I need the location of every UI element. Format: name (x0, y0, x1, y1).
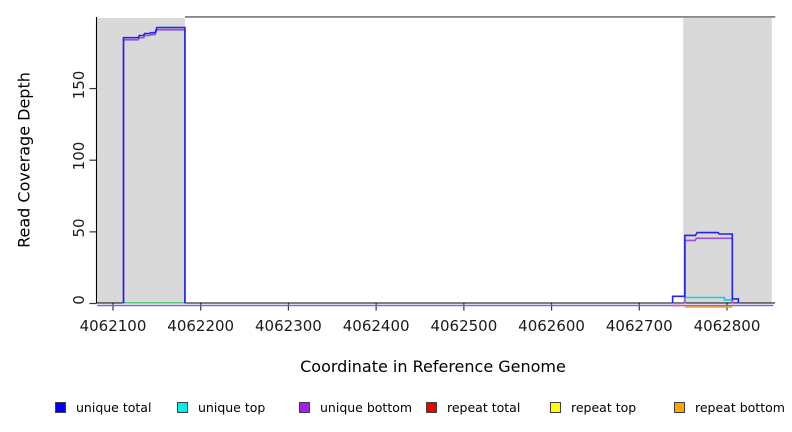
x-tick-label: 4062600 (518, 317, 585, 335)
legend-label: unique total (76, 400, 152, 415)
y-tick-label: 100 (70, 141, 88, 171)
series-unique-total-left-block (122, 26, 186, 304)
legend-label: repeat top (571, 400, 637, 415)
left-highlight-region (97, 18, 185, 304)
y-tick-label: 0 (70, 294, 88, 305)
y-axis-label: Read Coverage Depth (14, 72, 34, 248)
legend-label: repeat total (447, 400, 521, 415)
series-unique-total-right-block (671, 231, 740, 304)
legend-swatch-repeat-top (550, 402, 561, 413)
x-axis-label: Coordinate in Reference Genome (300, 357, 566, 376)
x-tick-label: 4062100 (79, 317, 147, 335)
legend-label: repeat bottom (695, 400, 785, 415)
x-tick-label: 4062800 (693, 317, 761, 335)
legend-swatch-repeat-bottom (674, 402, 685, 413)
right-highlight-region (683, 18, 772, 304)
legend-swatch-unique-top (177, 402, 188, 413)
legend-swatch-repeat-total (426, 402, 437, 413)
y-tick-label: 150 (70, 70, 88, 99)
legend-label: unique top (198, 400, 266, 415)
legend: unique total unique top unique bottom repea… (0, 398, 792, 422)
y-tick-label: 50 (70, 218, 88, 238)
legend-label: unique bottom (320, 400, 413, 415)
x-tick-label: 4062700 (605, 317, 673, 335)
series-unique-bottom-left-block (122, 28, 186, 304)
x-tick-label: 4062400 (342, 317, 410, 335)
x-tick-label: 4062300 (255, 317, 322, 335)
x-tick-label: 4062200 (167, 317, 235, 335)
x-tick-label: 4062500 (430, 317, 498, 335)
series-unique-top (684, 296, 733, 301)
legend-swatch-unique-total (55, 402, 66, 413)
legend-swatch-unique-bottom (299, 402, 310, 413)
